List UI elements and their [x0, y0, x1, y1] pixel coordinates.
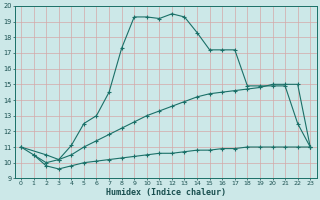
X-axis label: Humidex (Indice chaleur): Humidex (Indice chaleur)	[106, 188, 226, 197]
